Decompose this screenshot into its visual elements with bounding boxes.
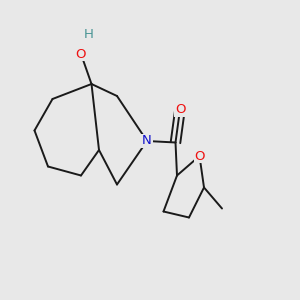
Text: N: N <box>142 134 152 148</box>
Text: O: O <box>76 47 86 61</box>
Text: H: H <box>84 28 93 41</box>
Text: O: O <box>175 103 185 116</box>
Text: O: O <box>194 149 205 163</box>
